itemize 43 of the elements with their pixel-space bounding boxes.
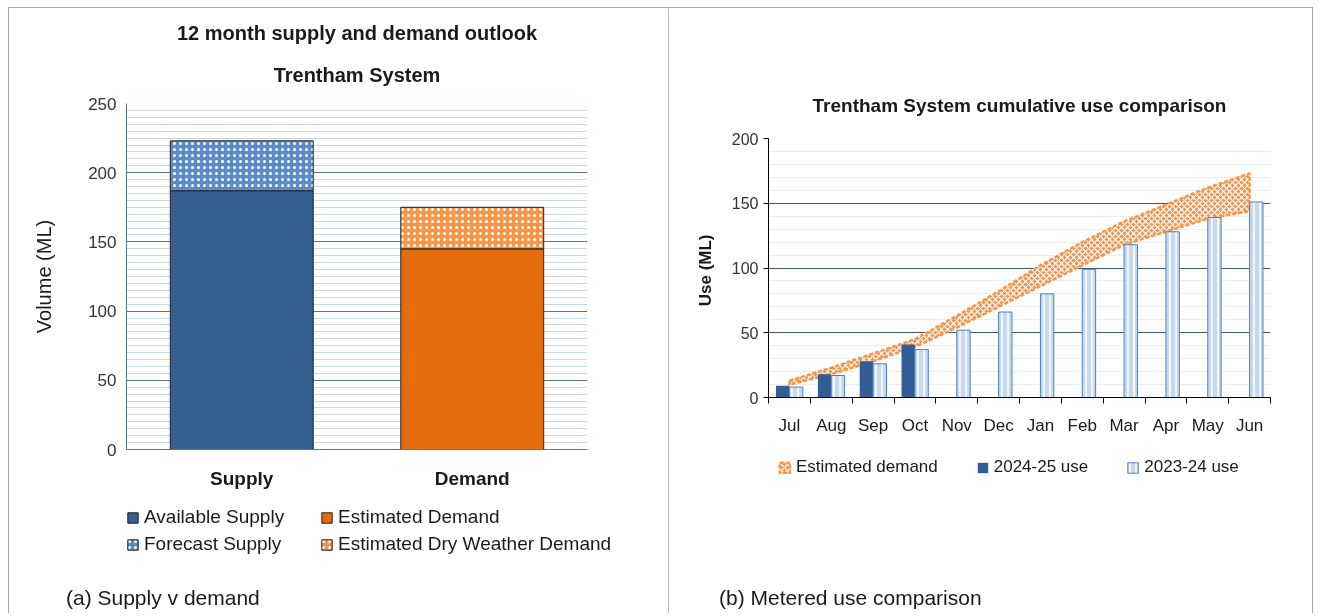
chart-subtitle: Trentham System xyxy=(273,63,441,86)
x-tick-label: Dec xyxy=(983,415,1015,435)
y-tick-label: 50 xyxy=(97,371,117,391)
legend-label: Forecast Supply xyxy=(144,533,283,555)
y-axis-title: Use (ML) xyxy=(695,234,715,307)
y-tick-label: 150 xyxy=(88,232,117,252)
x-tick-label: Mar xyxy=(1109,415,1140,435)
x-tick-label: Aug xyxy=(816,415,847,435)
x-tick-label: Apr xyxy=(1152,415,1180,435)
legend-label: Estimated Demand xyxy=(338,506,501,528)
x-tick-label: Demand xyxy=(434,467,510,489)
bar xyxy=(859,361,874,398)
y-tick-label: 250 xyxy=(88,94,117,114)
x-tick-label: Jan xyxy=(1026,415,1055,435)
x-tick-label: Nov xyxy=(941,415,973,435)
y-tick-label: 200 xyxy=(88,163,117,183)
x-tick-label: Jul xyxy=(778,415,801,435)
chart-title: Trentham System cumulative use comparison xyxy=(812,95,1227,116)
x-tick-label: May xyxy=(1191,415,1225,435)
legend-label: Available Supply xyxy=(144,506,286,528)
y-tick-label: 0 xyxy=(107,440,117,460)
legend-label: Estimated Dry Weather Demand xyxy=(338,533,612,555)
text: (a) Supply v demand xyxy=(66,585,260,611)
x-tick-label: Jun xyxy=(1235,415,1264,435)
x-tick-label: Supply xyxy=(210,467,274,489)
legend-label: Estimated demand xyxy=(796,457,938,477)
y-tick-label: 50 xyxy=(740,324,759,342)
x-tick-label: Feb xyxy=(1067,415,1097,435)
y-axis-title: Volume (ML) xyxy=(33,219,56,334)
y-tick-label: 100 xyxy=(731,260,759,277)
y-tick-label: 150 xyxy=(731,195,759,213)
text: (b) Metered use comparison xyxy=(719,585,982,611)
legend-label: 2023-24 use xyxy=(1144,457,1239,477)
legend-label: 2024-25 use xyxy=(993,457,1089,477)
y-tick-label: 200 xyxy=(731,130,759,148)
chart-title: 12 month supply and demand outlook xyxy=(176,21,538,44)
x-tick-label: Sep xyxy=(857,415,889,435)
y-tick-label: 100 xyxy=(88,302,117,322)
bar xyxy=(817,374,832,398)
x-tick-label: Oct xyxy=(901,415,929,435)
y-tick-label: 0 xyxy=(749,389,759,407)
bar xyxy=(776,385,790,398)
bar xyxy=(901,344,915,398)
